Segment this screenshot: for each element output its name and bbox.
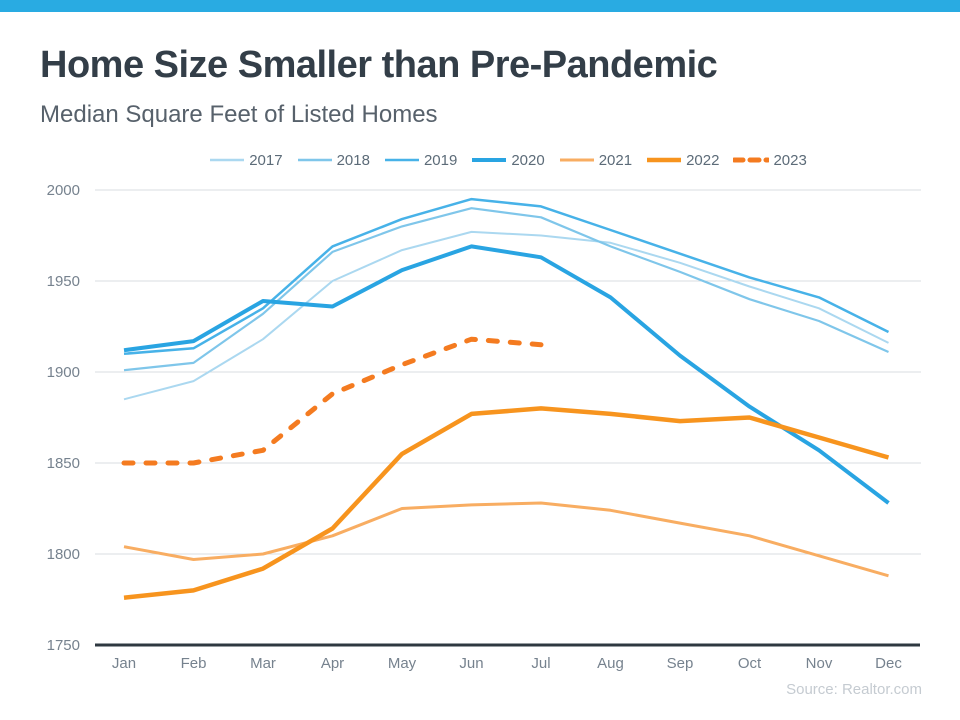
series-line-2020 — [123, 244, 890, 505]
x-tick-label: Apr — [321, 655, 344, 672]
legend-swatch-2023 — [733, 157, 770, 163]
legend-swatch-2017 — [210, 158, 245, 162]
legend-label-2019: 2019 — [423, 151, 458, 169]
y-tick-label: 1750 — [47, 637, 80, 654]
source-attribution: Source: Realtor.com — [786, 681, 922, 698]
series-line-2018 — [123, 207, 889, 372]
legend-label-2017: 2017 — [249, 151, 283, 169]
series-line-2017 — [123, 230, 889, 401]
x-tick-label: Jul — [531, 655, 550, 672]
x-tick-label: May — [388, 655, 417, 672]
legend-label-2018: 2018 — [336, 151, 370, 169]
series-line-2021 — [123, 501, 889, 578]
page-subtitle: Median Square Feet of Listed Homes — [40, 101, 438, 128]
y-tick-label: 1900 — [47, 364, 80, 381]
legend-swatch-2019 — [384, 158, 419, 162]
x-tick-label: Jun — [459, 655, 483, 672]
legend-label-2023: 2023 — [773, 151, 807, 169]
legend-label-2021: 2021 — [598, 151, 633, 169]
x-tick-label: Oct — [738, 655, 762, 672]
legend-swatch-2022 — [647, 157, 682, 163]
series-line-2022 — [123, 406, 890, 600]
y-tick-label: 1950 — [47, 273, 80, 290]
legend-item-2021: 2021 — [559, 152, 632, 169]
series-line-2023 — [121, 336, 544, 466]
legend-item-2018: 2018 — [297, 152, 370, 169]
legend-item-2023: 2023 — [733, 151, 807, 169]
x-tick-label: Feb — [181, 655, 207, 672]
x-tick-label: Nov — [806, 655, 833, 672]
legend-swatch-2021 — [559, 158, 594, 162]
legend-item-2019: 2019 — [384, 152, 457, 169]
y-tick-label: 1800 — [47, 546, 80, 563]
legend-item-2020: 2020 — [471, 151, 545, 169]
page-title: Home Size Smaller than Pre-Pandemic — [40, 44, 718, 86]
x-tick-label: Mar — [250, 655, 276, 672]
legend-item-2022: 2022 — [646, 152, 719, 169]
legend-swatch-2020 — [472, 158, 507, 162]
legend-label-2020: 2020 — [511, 151, 545, 169]
x-tick-label: Aug — [597, 655, 624, 672]
legend-item-2017: 2017 — [209, 151, 283, 169]
series-line-2019 — [123, 197, 890, 356]
y-tick-label: 2000 — [47, 182, 80, 199]
y-tick-label: 1850 — [47, 455, 80, 472]
chart-legend: 2017 2018 2019 2020 2021 2022 2023 — [95, 150, 921, 170]
accent-bar — [0, 0, 960, 12]
x-tick-label: Sep — [667, 655, 694, 672]
legend-label-2022: 2022 — [686, 151, 720, 169]
legend-swatch-2018 — [297, 158, 332, 162]
x-tick-label: Dec — [875, 655, 902, 672]
x-tick-label: Jan — [112, 655, 136, 672]
